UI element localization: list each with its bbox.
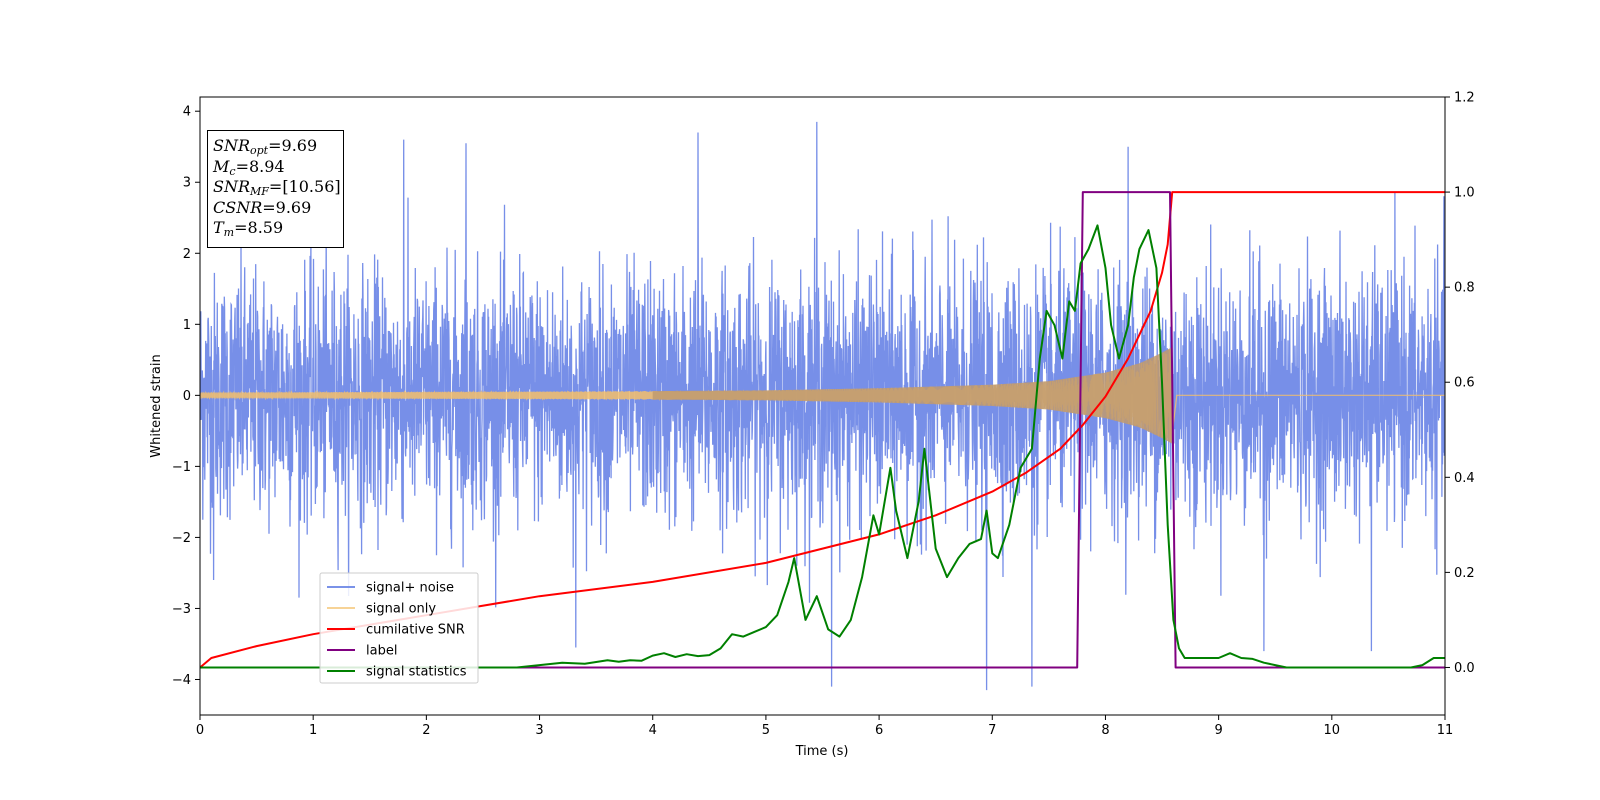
x-tick-label: 3	[535, 723, 543, 738]
signal-only-envelope	[652, 347, 1173, 444]
y2-tick-label: 0.6	[1454, 376, 1475, 391]
y-tick-label: −3	[172, 602, 191, 617]
tm-value: 8.59	[247, 218, 284, 237]
snr-opt-line: SNRopt=9.69	[213, 136, 318, 157]
y2-tick-label: 0.0	[1454, 661, 1475, 676]
x-tick-label: 5	[762, 723, 770, 738]
legend-label: signal only	[366, 602, 436, 617]
y-tick-label: 3	[183, 176, 191, 191]
x-tick-label: 6	[875, 723, 883, 738]
x-axis-ticks: 0 1 2 3 4 5 6 7 8 9 10 11	[196, 715, 1453, 738]
csnr-line: CSNR=9.69	[213, 197, 312, 217]
csnr-value: 9.69	[275, 197, 312, 217]
legend-label: signal statistics	[366, 665, 467, 680]
legend-label: signal+ noise	[366, 581, 454, 596]
mc-value: 8.94	[248, 156, 285, 176]
x-tick-label: 4	[649, 723, 657, 738]
y2-tick-label: 1.2	[1454, 91, 1475, 106]
x-tick-label: 1	[309, 723, 317, 738]
y-axis-label: Whitened strain	[149, 354, 164, 457]
x-axis-label: Time (s)	[795, 744, 849, 759]
tm-line: Tm=8.59	[213, 218, 284, 239]
x-tick-label: 10	[1324, 723, 1341, 738]
snr-mf-value: [10.56]	[282, 177, 341, 196]
y-tick-label: 0	[183, 389, 191, 404]
y-tick-label: −1	[172, 460, 191, 475]
snr-mf-line: SNRMF=[10.56]	[213, 177, 341, 198]
y2-tick-label: 0.8	[1454, 281, 1475, 296]
label-line	[200, 191, 1445, 669]
x-tick-label: 8	[1101, 723, 1109, 738]
y2-tick-label: 0.4	[1454, 471, 1475, 486]
y-tick-label: 2	[183, 247, 191, 262]
y-tick-label: 4	[183, 105, 191, 120]
y-tick-label: −4	[172, 673, 191, 688]
signal-statistics-line	[200, 224, 1445, 669]
snr-opt-value: 9.69	[281, 136, 318, 155]
x-tick-label: 0	[196, 723, 204, 738]
x-tick-label: 9	[1214, 723, 1222, 738]
plot-frame	[199, 96, 1446, 716]
y2-tick-label: 0.2	[1454, 566, 1475, 581]
legend-label: label	[366, 644, 397, 659]
y-tick-label: 1	[183, 318, 191, 333]
signal-only-series	[200, 347, 1445, 444]
annotation-box: SNRopt=9.69 Mc=8.94 SNRMF=[10.56] CSNR=9…	[207, 130, 344, 248]
legend: signal+ noise signal only cumilative SNR la…	[319, 572, 479, 684]
y2-axis-ticks: 1.2 1.0 0.8 0.6 0.4 0.2 0.0	[1445, 91, 1475, 676]
x-tick-label: 7	[988, 723, 996, 738]
y-axis-ticks: 4 3 2 1 0 −1 −2 −3 −4	[172, 105, 200, 688]
mc-line: Mc=8.94	[213, 156, 285, 178]
x-tick-label: 11	[1437, 723, 1454, 738]
y2-tick-label: 1.0	[1454, 186, 1475, 201]
legend-label: cumilative SNR	[366, 623, 465, 638]
x-tick-label: 2	[422, 723, 430, 738]
y-tick-label: −2	[172, 531, 191, 546]
